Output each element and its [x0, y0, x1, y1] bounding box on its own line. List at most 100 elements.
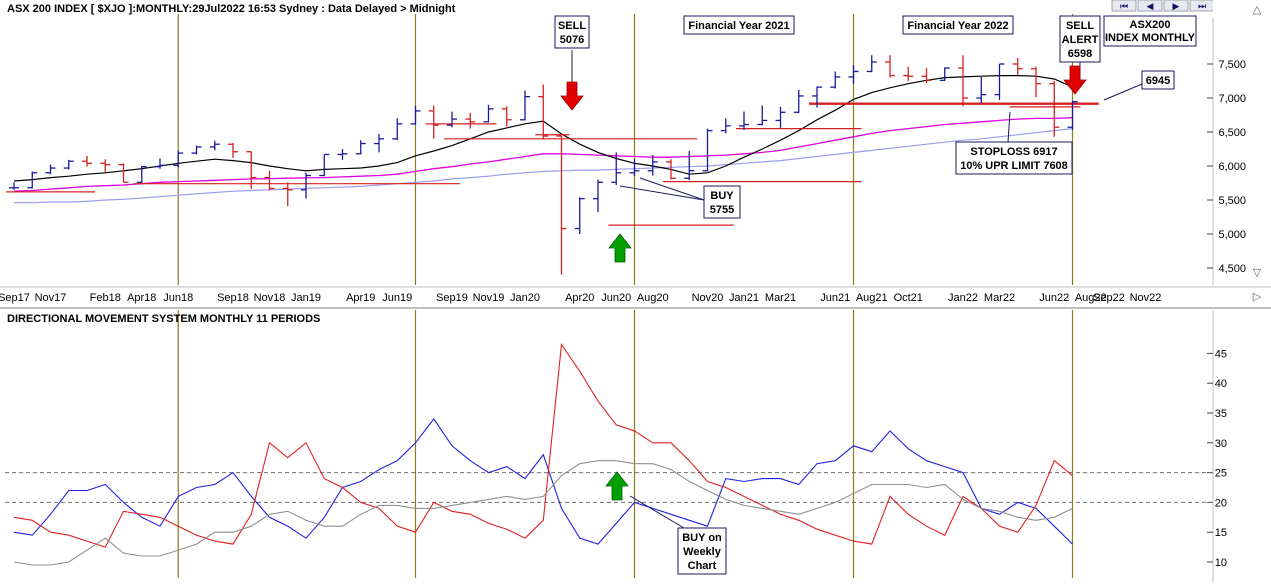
chart-title: ASX 200 INDEX [ $XJO ]:MONTHLY:29Jul2022…	[7, 3, 456, 15]
price-y-tick-label: 4,500	[1218, 263, 1246, 275]
ohlc-bar	[538, 84, 549, 140]
ohlc-bar	[27, 171, 38, 189]
dms-series-line-1	[13, 342, 1073, 548]
annotation-fy2022: Financial Year 2022	[902, 15, 1014, 35]
nav-last-icon: ⏭	[1198, 1, 1206, 11]
ohlc-bar	[1067, 100, 1078, 130]
x-tick-label: Nov18	[254, 292, 286, 304]
ohlc-bar	[118, 163, 129, 183]
price-y-tick-label: 7,500	[1218, 59, 1246, 71]
nav-next-button[interactable]: ▶	[1163, 0, 1189, 12]
annotation-fy2022-text: Financial Year 2022	[907, 20, 1008, 32]
x-tick-label: Jan22	[948, 292, 978, 304]
ohlc-bar	[319, 153, 330, 177]
ohlc-bar	[82, 155, 92, 167]
x-tick-label: Nov17	[35, 292, 67, 304]
x-tick-label: Aug20	[637, 292, 669, 304]
annotation-fy2021-text: Financial Year 2021	[688, 20, 789, 32]
annotation-last-price-text: 6945	[1146, 75, 1170, 87]
dms-y-tick-label: 30	[1215, 438, 1227, 450]
x-tick-label: Jun20	[601, 292, 631, 304]
x-tick-label: Apr18	[127, 292, 156, 304]
ohlc-bar	[136, 166, 147, 183]
x-tick-label: Nov20	[692, 292, 724, 304]
ohlc-bar	[775, 106, 786, 128]
x-tick-label: Nov22	[1130, 292, 1162, 304]
ohlc-bar	[574, 197, 585, 234]
ohlc-bar	[994, 63, 1005, 101]
x-tick-label: Jan20	[510, 292, 540, 304]
annotation-sell-5076-box	[554, 15, 590, 49]
ohlc-bar	[976, 76, 987, 104]
x-tick-label: Jun22	[1039, 292, 1069, 304]
annotation-buy-weekly-text: Chart	[688, 560, 717, 572]
dms-y-tick-label: 10	[1215, 557, 1227, 569]
x-tick-label: Jun18	[163, 292, 193, 304]
nav-last-button[interactable]: ⏭	[1189, 0, 1215, 12]
dms-y-tick-label: 25	[1215, 468, 1227, 480]
annotation-sell-alert-text: 6598	[1068, 48, 1092, 60]
x-tick-label: Oct21	[894, 292, 923, 304]
nav-prev-icon: ◀	[1147, 1, 1154, 11]
ohlc-bar	[739, 111, 749, 130]
dms-y-tick-label: 35	[1215, 408, 1227, 420]
sma-30-line	[13, 117, 1073, 192]
ohlc-bar	[848, 65, 859, 84]
vertical-markers	[177, 14, 1074, 578]
ohlc-bar	[100, 159, 111, 173]
annotation-stoploss-text: 10% UPR LIMIT 7608	[960, 160, 1068, 172]
price-y-axis: 4,500 5,000 5,500 6,000 6,500 7,000 7,500	[1207, 59, 1246, 275]
ohlc-bar	[702, 128, 713, 172]
nav-prev-button[interactable]: ◀	[1137, 0, 1163, 12]
ohlc-bar	[593, 179, 603, 213]
ohlc-bar	[684, 151, 695, 181]
ohlc-bar	[647, 155, 658, 176]
annotation-buy-5755: BUY 5755	[703, 185, 741, 219]
ohlc-bar	[155, 158, 165, 169]
scroll-right-icon: ▷	[1253, 291, 1262, 303]
corner-label-text: INDEX MONTHLY	[1105, 32, 1196, 44]
annotation-buy-weekly: BUY on Weekly Chart	[677, 527, 727, 575]
x-tick-label: Aug22	[1075, 292, 1107, 304]
annotation-fy2022-box	[902, 15, 1014, 35]
ohlc-bar	[191, 145, 202, 155]
x-tick-label: Mar22	[984, 292, 1015, 304]
ohlc-bar	[866, 55, 877, 73]
annotation-sell-alert-box	[1059, 15, 1101, 63]
annotation-connectors	[571, 50, 1143, 201]
x-tick-label: Apr20	[565, 292, 594, 304]
price-y-tick-label: 7,000	[1218, 93, 1246, 105]
annotation-sell-5076-text: 5076	[560, 34, 584, 46]
ohlc-bar	[611, 152, 622, 186]
nav-first-button[interactable]: ⏮	[1111, 0, 1137, 12]
ohlc-bar	[1049, 81, 1060, 137]
sell-alert-arrow-icon	[1063, 65, 1087, 95]
x-tick-label: Jun21	[820, 292, 850, 304]
ohlc-bar	[392, 118, 403, 141]
x-tick-label: Feb18	[90, 292, 121, 304]
ohlc-bar	[45, 164, 56, 175]
price-y-tick-label: 6,000	[1218, 161, 1246, 173]
x-tick-label: Jun19	[382, 292, 412, 304]
ohlc-bar	[428, 105, 439, 139]
annotation-connector	[619, 185, 705, 201]
ohlc-bar	[885, 55, 895, 78]
dms-y-axis: 10 15 20 25 30 35 40 45	[1207, 348, 1227, 569]
annotation-buy-weekly-text: Weekly	[683, 546, 722, 558]
ohlc-bar	[9, 182, 19, 190]
x-tick-label: Sep22	[1093, 292, 1125, 304]
dms-y-tick-label: 20	[1215, 497, 1227, 509]
dms-buy-arrow-icon	[605, 471, 629, 501]
ohlc-bar	[465, 112, 476, 129]
dms-reference-lines	[5, 472, 1213, 503]
annotation-last-price: 6945	[1141, 70, 1175, 90]
annotation-stoploss-text: STOPLOSS 6917	[970, 146, 1057, 158]
ohlc-bar	[939, 67, 950, 81]
annotation-sell-alert: SELL ALERT 6598	[1059, 15, 1101, 63]
ohlc-bar	[355, 140, 366, 155]
nav-first-icon: ⏮	[1120, 1, 1128, 11]
dms-title: DIRECTIONAL MOVEMENT SYSTEM MONTHLY 11 P…	[7, 313, 320, 325]
ohlc-bar	[173, 150, 184, 168]
